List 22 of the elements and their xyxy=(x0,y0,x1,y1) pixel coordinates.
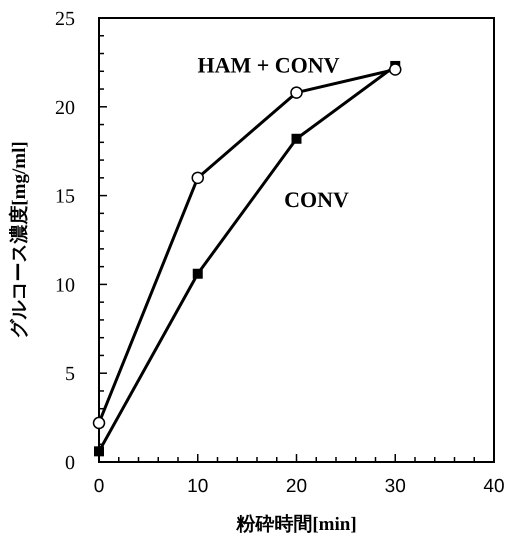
series-label: CONV xyxy=(284,186,349,212)
x-axis-title: 粉砕時間[min] xyxy=(235,513,357,535)
x-tick-label: 20 xyxy=(286,476,308,497)
y-axis-title: グルコース濃度[mg/ml] xyxy=(8,141,30,339)
y-tick-label: 25 xyxy=(55,8,75,30)
point xyxy=(192,268,203,279)
point xyxy=(290,86,303,99)
x-tick-label: 0 xyxy=(94,476,104,497)
y-tick-label: 10 xyxy=(55,274,75,296)
y-tick-label: 20 xyxy=(55,96,75,119)
x-tick-label: 40 xyxy=(483,476,505,497)
point xyxy=(292,134,302,144)
y-tick-label: 5 xyxy=(65,363,75,386)
series-label: HAM + CONV xyxy=(197,52,340,78)
point xyxy=(389,63,402,76)
point xyxy=(94,446,104,456)
x-tick-label: 10 xyxy=(187,476,208,497)
point xyxy=(92,416,106,430)
y-tick-label: 0 xyxy=(65,452,75,474)
x-tick-label: 30 xyxy=(384,476,406,497)
y-tick-label: 15 xyxy=(55,186,75,208)
point xyxy=(192,172,204,184)
